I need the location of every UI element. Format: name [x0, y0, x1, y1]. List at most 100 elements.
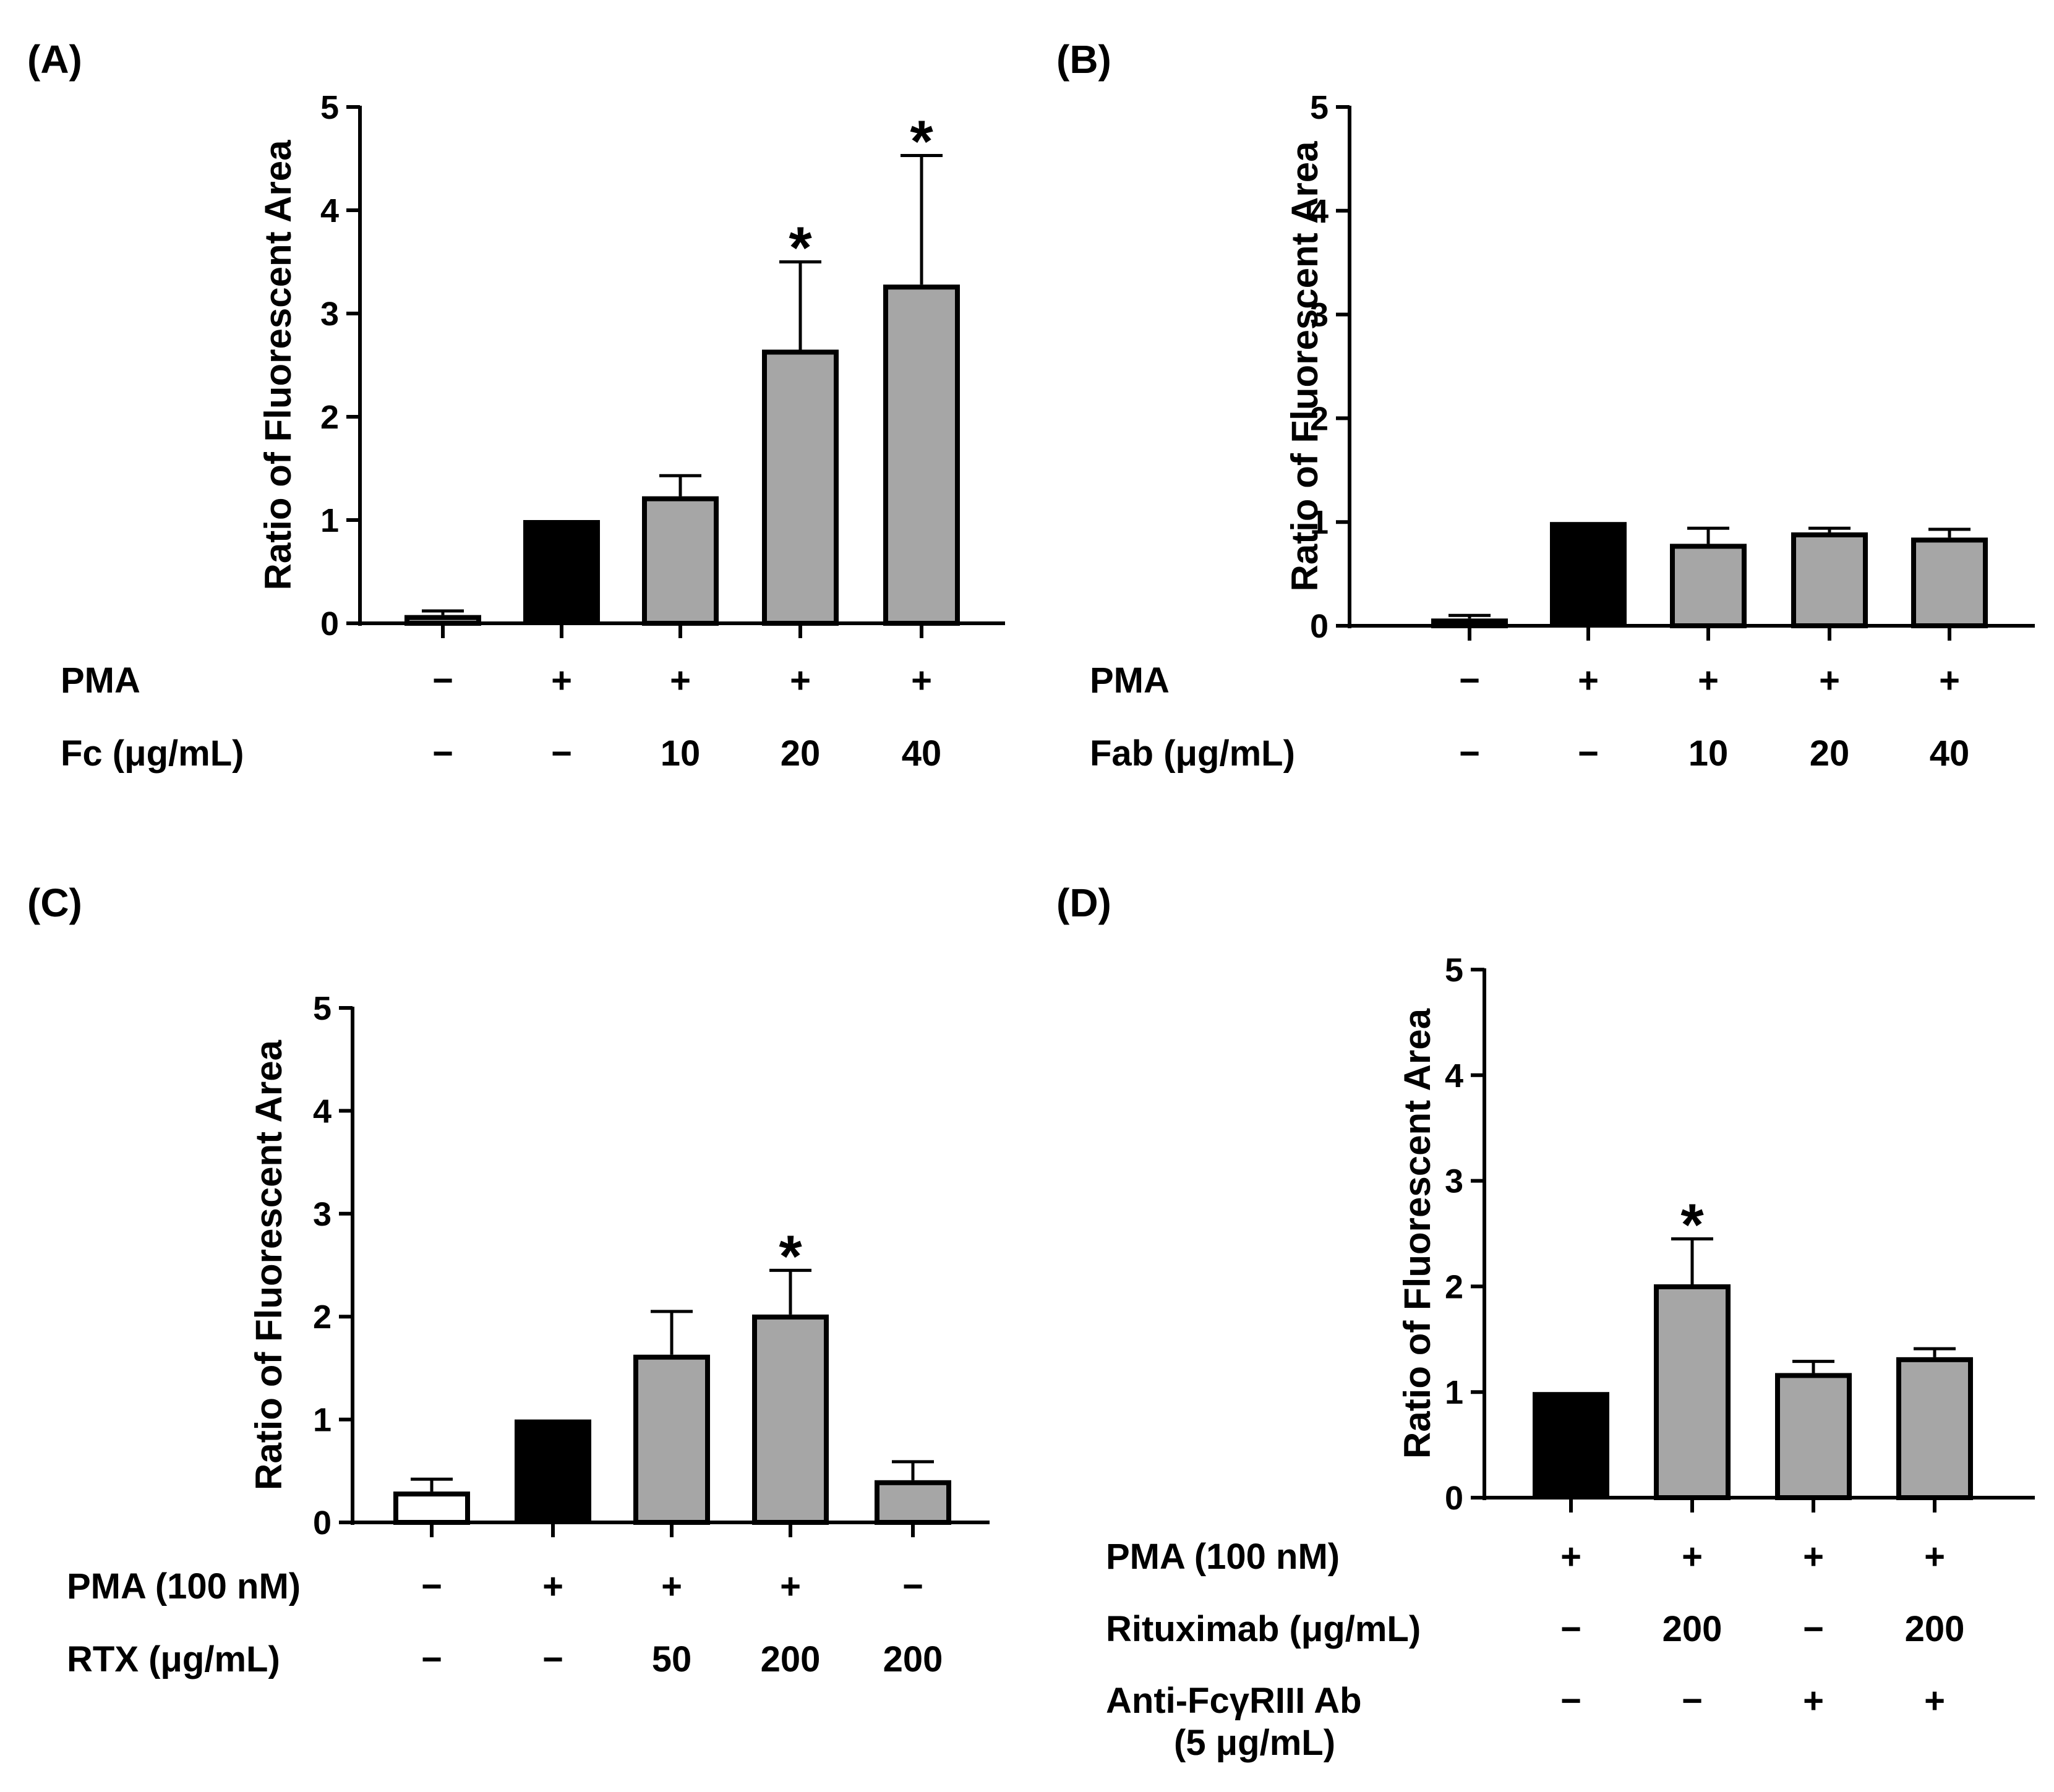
y-tick-label: 5 [1310, 89, 1329, 126]
y-tick-label: 5 [320, 89, 339, 126]
condition-cell: + [1924, 1681, 1945, 1721]
bar [1533, 1392, 1609, 1498]
bar [515, 1419, 591, 1522]
bar [1670, 544, 1747, 628]
condition-row-label: PMA (100 nM) [1106, 1537, 1340, 1577]
y-tick-label: 1 [313, 1402, 332, 1439]
condition-cell: 200 [1905, 1609, 1965, 1649]
y-tick-label: 4 [1445, 1057, 1463, 1094]
bar [393, 1491, 470, 1525]
condition-cell: 20 [781, 733, 821, 774]
panel-a: (A) Ratio of Fluorescent Area 0 1 2 3 4 5 * * PMA −… [27, 37, 1005, 774]
bar [1791, 532, 1868, 628]
condition-cell: + [1560, 1537, 1581, 1577]
bar [1896, 1357, 1973, 1500]
condition-row-label: PMA (100 nM) [67, 1566, 301, 1606]
significance-star: * [1680, 1192, 1704, 1258]
y-axis-label: Ratio of Fluorescent Area [248, 1039, 289, 1490]
condition-cell: 200 [883, 1639, 943, 1679]
condition-cell: 20 [1810, 733, 1850, 774]
condition-cell: + [661, 1566, 682, 1606]
condition-cell: − [421, 1566, 442, 1606]
y-tick-label: 5 [1445, 952, 1463, 989]
condition-cell: + [1698, 660, 1719, 701]
bar [1431, 618, 1508, 629]
condition-cell: − [542, 1639, 563, 1679]
bar [762, 349, 839, 626]
bar [1550, 522, 1627, 626]
condition-cell: 200 [1662, 1609, 1722, 1649]
y-tick-label: 3 [1445, 1163, 1463, 1200]
y-tick-label: 2 [313, 1299, 332, 1336]
condition-cell: + [780, 1566, 801, 1606]
condition-row-label: PMA [61, 660, 140, 701]
condition-cell: + [790, 660, 811, 701]
y-axis-label: Ratio of Fluorescent Area [1284, 141, 1325, 592]
condition-cell: + [1819, 660, 1840, 701]
y-tick-label: 3 [1310, 297, 1329, 334]
y-axis-label: Ratio of Fluorescent Area [257, 140, 299, 591]
condition-cell: − [432, 660, 453, 701]
bar [1654, 1284, 1731, 1500]
y-tick-label: 1 [1445, 1374, 1463, 1411]
y-tick-label: 2 [1310, 400, 1329, 437]
significance-star: * [910, 108, 933, 174]
condition-cell: − [421, 1639, 442, 1679]
condition-row-sublabel: (5 μg/mL) [1174, 1723, 1335, 1763]
bar [875, 1480, 951, 1525]
y-tick-label: 2 [1445, 1268, 1463, 1305]
condition-cell: + [1939, 660, 1960, 701]
condition-row-label: Fab (μg/mL) [1090, 733, 1295, 774]
condition-cell: − [902, 1566, 923, 1606]
bar [633, 1354, 710, 1525]
panel-label: (A) [27, 37, 82, 82]
condition-cell: + [1803, 1681, 1824, 1721]
y-tick-label: 3 [313, 1196, 332, 1233]
condition-cell: 200 [761, 1639, 821, 1679]
y-tick-label: 1 [320, 502, 339, 539]
condition-cell: 10 [661, 733, 701, 774]
condition-cell: − [1459, 733, 1480, 774]
y-tick-label: 0 [1445, 1480, 1463, 1517]
condition-cell: + [1682, 1537, 1703, 1577]
bar [642, 496, 719, 626]
condition-cell: − [1578, 733, 1599, 774]
condition-cell: + [542, 1566, 563, 1606]
condition-cell: 40 [1930, 733, 1970, 774]
bar [523, 520, 600, 623]
panel-label: (B) [1056, 37, 1111, 82]
condition-cell: + [1578, 660, 1599, 701]
significance-star: * [779, 1223, 802, 1289]
condition-cell: 40 [902, 733, 942, 774]
y-tick-label: 4 [313, 1093, 332, 1130]
bar [1775, 1373, 1852, 1501]
condition-cell: + [551, 660, 572, 701]
y-axis-label: Ratio of Fluorescent Area [1397, 1008, 1438, 1459]
condition-cell: 50 [652, 1639, 692, 1679]
condition-cell: 10 [1688, 733, 1729, 774]
condition-cell: − [1560, 1609, 1581, 1649]
condition-cell: − [1459, 660, 1480, 701]
y-tick-label: 3 [320, 296, 339, 333]
condition-cell: + [1924, 1537, 1945, 1577]
condition-cell: − [1560, 1681, 1581, 1721]
y-tick-label: 0 [313, 1504, 332, 1542]
panel-label: (C) [27, 881, 82, 925]
y-tick-label: 2 [320, 399, 339, 436]
bar [404, 615, 481, 626]
condition-row-label: Fc (μg/mL) [61, 733, 244, 774]
y-tick-label: 4 [1310, 193, 1329, 230]
panel-b: (B) Ratio of Fluorescent Area 0 1 2 3 4 5 PMA − + +… [1056, 37, 2035, 774]
condition-row-label: PMA [1090, 660, 1170, 701]
y-tick-label: 4 [320, 192, 339, 229]
bar [883, 284, 960, 626]
panel-c: (C) Ratio of Fluorescent Area 0 1 2 3 4 5 * PMA (… [27, 881, 990, 1679]
condition-cell: + [1803, 1537, 1824, 1577]
condition-cell: − [1682, 1681, 1703, 1721]
significance-star: * [789, 215, 812, 281]
condition-cell: − [551, 733, 572, 774]
condition-cell: + [911, 660, 932, 701]
y-tick-label: 0 [1310, 608, 1329, 645]
y-tick-label: 1 [1310, 504, 1329, 541]
